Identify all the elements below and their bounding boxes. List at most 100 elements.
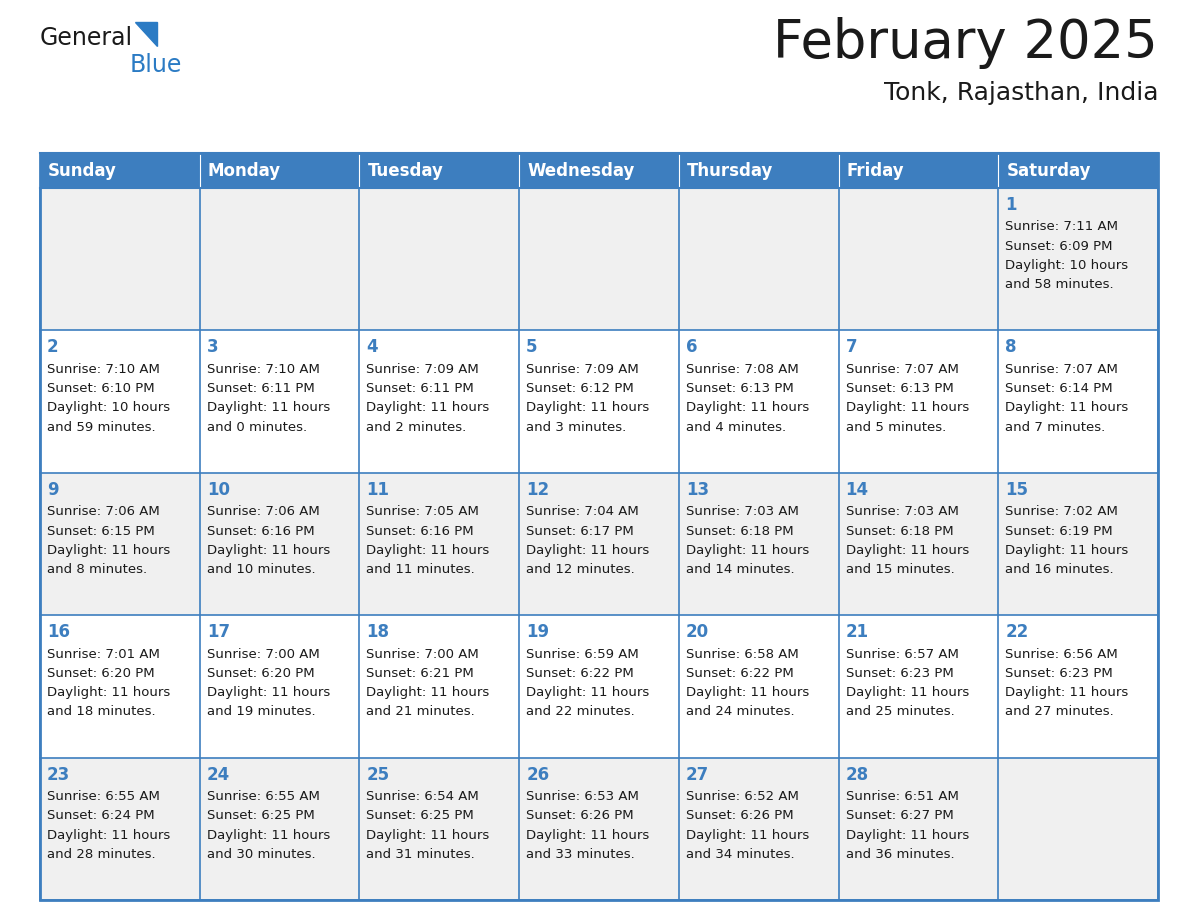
Text: Tuesday: Tuesday (367, 162, 443, 180)
Text: Sunset: 6:18 PM: Sunset: 6:18 PM (685, 524, 794, 538)
Text: Daylight: 11 hours: Daylight: 11 hours (48, 543, 170, 557)
Bar (40, 330, 200, 473)
Text: and 2 minutes.: and 2 minutes. (366, 420, 467, 433)
Bar (200, 473, 360, 615)
Text: Daylight: 11 hours: Daylight: 11 hours (207, 401, 330, 414)
Text: Daylight: 11 hours: Daylight: 11 hours (846, 829, 969, 842)
Text: Sunrise: 6:56 AM: Sunrise: 6:56 AM (1005, 648, 1118, 661)
Text: General: General (40, 26, 133, 50)
Text: Sunrise: 7:07 AM: Sunrise: 7:07 AM (1005, 363, 1118, 375)
Text: Daylight: 11 hours: Daylight: 11 hours (1005, 686, 1129, 700)
Text: and 5 minutes.: and 5 minutes. (846, 420, 946, 433)
Text: Sunrise: 7:07 AM: Sunrise: 7:07 AM (846, 363, 959, 375)
Bar (360, 473, 519, 615)
Text: and 58 minutes.: and 58 minutes. (1005, 278, 1114, 291)
Text: Tonk, Rajasthan, India: Tonk, Rajasthan, India (884, 81, 1158, 105)
Text: Daylight: 11 hours: Daylight: 11 hours (207, 686, 330, 700)
Text: 23: 23 (48, 766, 70, 784)
Bar (678, 153, 839, 188)
Text: 21: 21 (846, 623, 868, 641)
Text: Daylight: 11 hours: Daylight: 11 hours (685, 829, 809, 842)
Bar (519, 757, 678, 900)
Text: Sunset: 6:10 PM: Sunset: 6:10 PM (48, 382, 154, 395)
Bar (40, 473, 200, 615)
Text: and 0 minutes.: and 0 minutes. (207, 420, 307, 433)
Text: Sunset: 6:22 PM: Sunset: 6:22 PM (526, 667, 634, 680)
Text: Thursday: Thursday (687, 162, 773, 180)
Bar (40, 153, 200, 188)
Text: 4: 4 (366, 339, 378, 356)
Text: and 16 minutes.: and 16 minutes. (1005, 563, 1114, 577)
Bar (360, 188, 519, 330)
Bar (998, 188, 1158, 330)
Text: and 59 minutes.: and 59 minutes. (48, 420, 156, 433)
Polygon shape (135, 22, 157, 46)
Text: Sunrise: 7:06 AM: Sunrise: 7:06 AM (207, 505, 320, 519)
Text: Friday: Friday (847, 162, 904, 180)
Bar (200, 153, 360, 188)
Text: and 10 minutes.: and 10 minutes. (207, 563, 315, 577)
Text: and 7 minutes.: and 7 minutes. (1005, 420, 1106, 433)
Text: 2: 2 (48, 339, 58, 356)
Bar (839, 615, 998, 757)
Text: 15: 15 (1005, 481, 1029, 498)
Text: Sunrise: 6:59 AM: Sunrise: 6:59 AM (526, 648, 639, 661)
Text: and 25 minutes.: and 25 minutes. (846, 705, 954, 719)
Text: 26: 26 (526, 766, 549, 784)
Text: and 36 minutes.: and 36 minutes. (846, 848, 954, 861)
Bar (40, 615, 200, 757)
Text: Daylight: 11 hours: Daylight: 11 hours (48, 686, 170, 700)
Text: Monday: Monday (208, 162, 280, 180)
Text: Daylight: 11 hours: Daylight: 11 hours (526, 686, 650, 700)
Text: and 11 minutes.: and 11 minutes. (366, 563, 475, 577)
Text: Daylight: 11 hours: Daylight: 11 hours (207, 543, 330, 557)
Bar (839, 473, 998, 615)
Text: Sunset: 6:25 PM: Sunset: 6:25 PM (366, 810, 474, 823)
Text: Sunrise: 7:10 AM: Sunrise: 7:10 AM (48, 363, 160, 375)
Text: Sunset: 6:12 PM: Sunset: 6:12 PM (526, 382, 634, 395)
Text: Sunrise: 7:05 AM: Sunrise: 7:05 AM (366, 505, 479, 519)
Text: Sunrise: 7:00 AM: Sunrise: 7:00 AM (207, 648, 320, 661)
Bar (678, 473, 839, 615)
Text: Sunrise: 7:09 AM: Sunrise: 7:09 AM (366, 363, 479, 375)
Text: Daylight: 10 hours: Daylight: 10 hours (1005, 259, 1129, 272)
Text: Sunset: 6:26 PM: Sunset: 6:26 PM (685, 810, 794, 823)
Text: Sunset: 6:18 PM: Sunset: 6:18 PM (846, 524, 953, 538)
Text: and 4 minutes.: and 4 minutes. (685, 420, 786, 433)
Text: Daylight: 11 hours: Daylight: 11 hours (1005, 543, 1129, 557)
Bar (200, 330, 360, 473)
Text: and 31 minutes.: and 31 minutes. (366, 848, 475, 861)
Bar (998, 473, 1158, 615)
Text: Daylight: 11 hours: Daylight: 11 hours (526, 543, 650, 557)
Bar (839, 188, 998, 330)
Text: Sunset: 6:23 PM: Sunset: 6:23 PM (1005, 667, 1113, 680)
Text: and 3 minutes.: and 3 minutes. (526, 420, 626, 433)
Text: Daylight: 11 hours: Daylight: 11 hours (526, 829, 650, 842)
Text: 14: 14 (846, 481, 868, 498)
Text: Sunset: 6:22 PM: Sunset: 6:22 PM (685, 667, 794, 680)
Text: Daylight: 11 hours: Daylight: 11 hours (1005, 401, 1129, 414)
Text: Sunset: 6:26 PM: Sunset: 6:26 PM (526, 810, 633, 823)
Bar (998, 330, 1158, 473)
Bar (40, 757, 200, 900)
Bar (519, 153, 678, 188)
Text: Daylight: 11 hours: Daylight: 11 hours (48, 829, 170, 842)
Text: Daylight: 11 hours: Daylight: 11 hours (685, 543, 809, 557)
Bar (360, 153, 519, 188)
Text: Sunset: 6:21 PM: Sunset: 6:21 PM (366, 667, 474, 680)
Text: Daylight: 11 hours: Daylight: 11 hours (526, 401, 650, 414)
Bar (360, 615, 519, 757)
Text: Sunset: 6:27 PM: Sunset: 6:27 PM (846, 810, 953, 823)
Text: and 34 minutes.: and 34 minutes. (685, 848, 795, 861)
Text: and 21 minutes.: and 21 minutes. (366, 705, 475, 719)
Text: 6: 6 (685, 339, 697, 356)
Text: and 22 minutes.: and 22 minutes. (526, 705, 634, 719)
Text: and 14 minutes.: and 14 minutes. (685, 563, 795, 577)
Text: Sunrise: 7:01 AM: Sunrise: 7:01 AM (48, 648, 160, 661)
Text: Sunrise: 6:53 AM: Sunrise: 6:53 AM (526, 790, 639, 803)
Text: 28: 28 (846, 766, 868, 784)
Text: Daylight: 11 hours: Daylight: 11 hours (846, 401, 969, 414)
Text: Daylight: 11 hours: Daylight: 11 hours (366, 543, 489, 557)
Text: and 12 minutes.: and 12 minutes. (526, 563, 634, 577)
Text: Sunrise: 7:11 AM: Sunrise: 7:11 AM (1005, 220, 1118, 233)
